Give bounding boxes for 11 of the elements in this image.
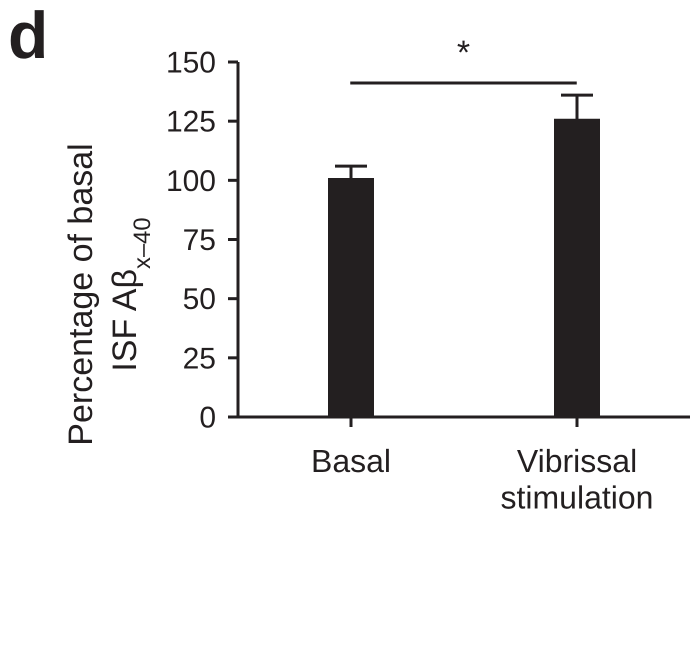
y-tick-label: 100 <box>166 164 216 198</box>
x-tick-label: Basal <box>310 442 392 479</box>
y-tick-label: 25 <box>182 342 216 376</box>
y-tick-label: 50 <box>182 283 216 316</box>
x-tick-label: Vibrissal stimulation <box>500 442 654 516</box>
y-tick-label: 150 <box>166 46 216 80</box>
text: d <box>8 0 48 72</box>
y-tick-label: 0 <box>199 402 216 434</box>
annotation: * <box>456 34 470 72</box>
y-tick-label: 125 <box>166 106 216 139</box>
y-tick-label: 75 <box>182 224 216 257</box>
